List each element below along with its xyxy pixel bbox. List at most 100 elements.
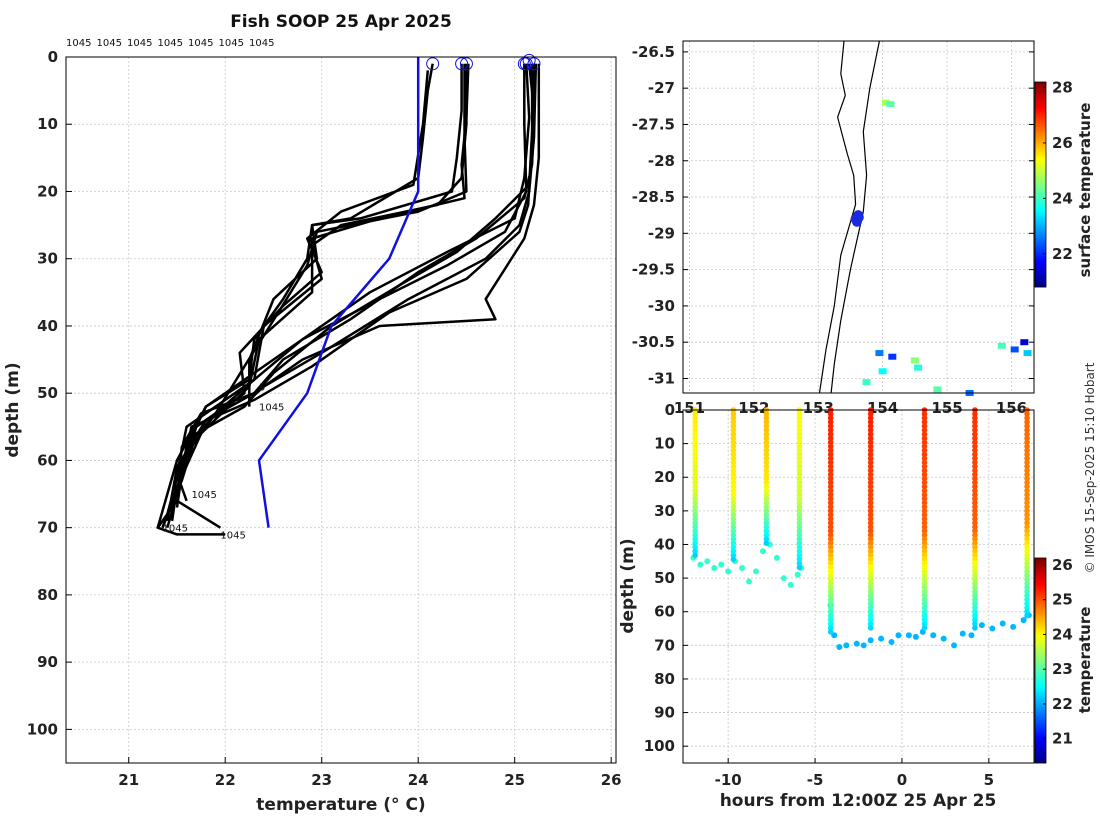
colorbar-segment <box>1035 221 1046 223</box>
colorbar-segment <box>1035 102 1046 104</box>
profile-sample <box>763 520 770 526</box>
profile-sample <box>730 411 737 417</box>
colorbar-segment <box>1035 667 1046 669</box>
colorbar-segment <box>1035 636 1046 638</box>
colorbar-segment <box>1035 213 1046 215</box>
colorbar-segment <box>1035 131 1046 133</box>
colorbar-segment <box>1035 100 1046 102</box>
colorbar-segment <box>1035 153 1046 155</box>
profile-sample <box>692 520 698 526</box>
colorbar-segment <box>1035 621 1046 623</box>
profile-sample <box>827 455 834 462</box>
profile-sample <box>1024 451 1030 458</box>
profile-sample <box>827 564 834 571</box>
colorbar-segment <box>1035 263 1046 265</box>
colorbar-segment <box>1035 642 1046 644</box>
colorbar-segment <box>1035 615 1046 617</box>
profile-sample <box>763 508 770 514</box>
profile-sample <box>692 435 698 442</box>
profile-sample <box>730 540 737 546</box>
colorbar-segment <box>1035 613 1046 615</box>
profile-sample <box>1024 475 1030 482</box>
sst-pixel <box>878 368 887 375</box>
colorbar-segment <box>1035 570 1046 572</box>
colorbar-segment <box>1035 608 1046 610</box>
profile-sample <box>763 459 770 466</box>
colorbar-segment <box>1035 631 1046 633</box>
colorbar-segment <box>1035 697 1046 699</box>
profile-sample <box>867 455 874 462</box>
colorbar-segment <box>1035 611 1046 613</box>
colorbar-segment <box>1035 657 1046 659</box>
colorbar-segment <box>1035 666 1046 668</box>
profile-sample <box>972 431 978 438</box>
colorbar-segment <box>1035 730 1046 732</box>
colorbar-segment <box>1035 186 1046 188</box>
profile-sample <box>867 560 874 567</box>
bottom-sample <box>895 632 902 639</box>
colorbar-segment <box>1035 164 1046 166</box>
profile-sample <box>796 479 803 486</box>
profile-sample <box>972 524 978 530</box>
colorbar-segment <box>1035 596 1046 598</box>
profile-sample <box>827 499 834 506</box>
profile-sample <box>1024 459 1030 466</box>
colorbar-segment <box>1035 640 1046 642</box>
colorbar-segment <box>1035 205 1046 207</box>
profile-sample <box>921 600 928 607</box>
profile-sample <box>1024 471 1030 478</box>
depth-time-section: 0 10 20 30 40 50 60 70 80 90 100 -10 -5 0 5 21 22 23 24 25… <box>618 401 1094 811</box>
profile-sample <box>692 475 698 482</box>
colorbar-segment <box>1035 675 1046 677</box>
colorbar-segment <box>1035 757 1046 759</box>
map-colorbar-label: surface temperature <box>1076 103 1094 278</box>
map-x-tick-label: 152 <box>738 399 769 417</box>
profile-sample <box>730 495 737 502</box>
section-y-tick-label: 60 <box>654 603 675 621</box>
profile-sample <box>692 504 698 510</box>
profile-sample <box>730 471 737 478</box>
profile-sample <box>867 540 874 546</box>
profile-sample <box>867 621 874 627</box>
profile-sample <box>921 584 928 591</box>
sst-pixel <box>1020 339 1029 346</box>
profile-sample <box>827 629 834 635</box>
temperature-profile-line <box>156 63 531 529</box>
colorbar-segment <box>1035 266 1046 268</box>
profile-sample <box>867 584 874 591</box>
profile-sample <box>827 463 834 470</box>
colorbar-segment <box>1035 599 1046 601</box>
profile-sample <box>1024 427 1030 433</box>
sst-pixel <box>914 364 923 371</box>
profile-sample <box>867 608 874 615</box>
colorbar-segment <box>1035 85 1046 87</box>
colorbar-segment <box>1035 120 1046 122</box>
profile-sample <box>867 596 874 603</box>
colorbar-segment <box>1035 280 1046 282</box>
map-y-tick-label: -28 <box>648 152 675 170</box>
profile-sample <box>692 467 698 474</box>
map-x-tick-label: 156 <box>996 399 1027 417</box>
profile-sample <box>796 544 803 550</box>
colorbar-segment <box>1035 566 1046 568</box>
profile-sample <box>921 612 928 619</box>
profile-sample <box>796 548 803 554</box>
profile-sample <box>796 483 803 490</box>
profile-sample <box>921 596 928 603</box>
colorbar-segment <box>1035 190 1046 192</box>
colorbar-segment <box>1035 268 1046 270</box>
colorbar-segment <box>1035 731 1046 733</box>
colorbar-segment <box>1035 92 1046 94</box>
profile-sample <box>692 439 698 446</box>
colorbar-segment <box>1035 239 1046 241</box>
profile-sample <box>763 471 770 478</box>
colorbar-segment <box>1035 647 1046 649</box>
profile-sample <box>867 520 874 526</box>
colorbar-segment <box>1035 698 1046 700</box>
profile-sample <box>972 419 978 425</box>
colorbar-segment <box>1035 276 1046 278</box>
colorbar-segment <box>1035 620 1046 622</box>
colorbar-segment <box>1035 629 1046 631</box>
colorbar-segment <box>1035 755 1046 757</box>
colorbar-segment <box>1035 181 1046 183</box>
